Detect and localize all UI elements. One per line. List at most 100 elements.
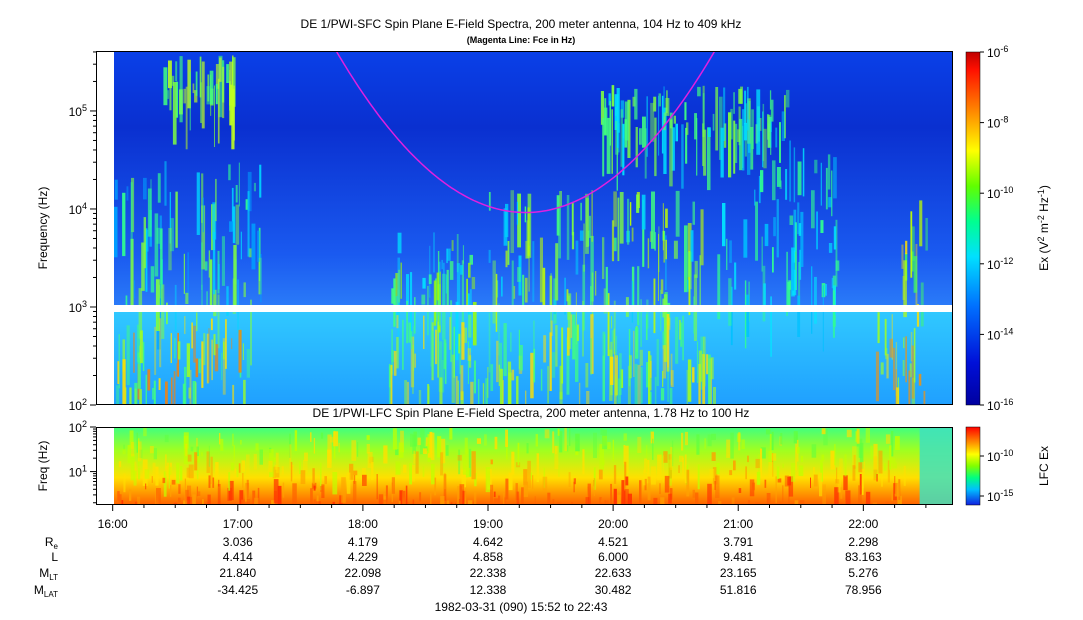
sfc-texture-mark [208,250,211,278]
sfc-texture-mark [139,389,142,405]
lfc-texture-mark [498,495,501,505]
ephemeris-value: 83.163 [845,550,882,564]
sfc-texture-mark [390,364,393,405]
sfc-texture-mark [243,379,246,405]
sfc-texture-mark [728,112,732,178]
sfc-texture-mark [457,380,459,405]
sfc-texture-mark [516,376,519,405]
sfc-texture-mark [179,56,183,123]
lfc-texture-mark [385,485,388,505]
lfc-texture-mark [382,499,387,505]
lfc-texture-mark [810,477,811,488]
lfc-texture-mark [427,453,433,458]
sfc-texture-mark [671,127,675,171]
sfc-texture-mark [910,211,913,278]
time-tick-label: 16:00 [98,517,128,531]
sfc-texture-mark [632,96,636,107]
lfc-texture-mark [259,449,263,465]
lfc-texture-mark [406,502,409,505]
sfc-colorbar [965,51,981,406]
sfc-texture-mark [513,286,516,299]
lfc-texture-mark [290,461,293,482]
sfc-texture-mark [246,349,250,378]
sfc-texture-mark [648,351,651,405]
sfc-texture-mark [126,186,129,201]
lfc-texture-mark [644,458,647,473]
lfc-texture-mark [663,451,668,463]
sfc-texture-mark [615,335,618,358]
sfc-texture-mark [533,348,536,383]
lfc-texture-mark [593,432,597,458]
sfc-texture-mark [552,352,556,378]
sfc-texture-mark [681,124,684,189]
sfc-texture-mark [775,127,778,148]
lfc-texture-mark [729,470,733,476]
sfc-texture-mark [251,223,256,270]
sfc-texture-mark [797,161,802,196]
sfc-texture-mark [215,178,217,222]
ephemeris-value: 6.000 [598,550,628,564]
sfc-texture-mark [232,278,236,314]
lfc-texture-mark [351,440,357,461]
lfc-texture-mark [138,441,142,462]
lfc-texture-mark [493,498,499,505]
sfc-texture-mark [202,197,204,233]
lfc-texture-mark [271,500,275,505]
sfc-texture-mark [458,333,461,354]
sfc-texture-mark [700,209,704,266]
sfc-texture-mark [559,391,563,405]
lfc-texture-mark [876,474,878,482]
ephemeris-value: -34.425 [217,583,258,597]
sfc-texture-mark [925,218,928,251]
sfc-texture-mark [397,257,400,320]
sfc-texture-mark [747,119,751,175]
lfc-texture-mark [575,433,580,452]
sfc-texture-mark [471,277,476,290]
lfc-texture-mark [547,492,551,505]
sfc-texture-mark [811,266,813,334]
sfc-texture-mark [421,294,426,305]
lfc-texture-mark [671,440,674,467]
sfc-texture-mark [238,329,242,373]
lfc-texture-mark [796,433,798,440]
sfc-texture-mark [694,260,698,278]
lfc-texture-mark [239,490,244,505]
sfc-texture-mark [654,232,656,251]
sfc-texture-mark [687,359,692,402]
sfc-texture-mark [247,191,250,257]
lfc-texture-mark [657,454,662,480]
lfc-texture-mark [756,471,761,485]
lfc-texture-mark [820,462,823,482]
sfc-texture-mark [505,250,508,268]
sfc-texture-mark [728,278,732,326]
lfc-texture-mark [530,472,532,480]
sfc-texture-mark [195,382,197,405]
sfc-texture-mark [824,284,827,296]
lfc-texture-mark [431,463,435,485]
sfc-texture-mark [201,284,203,312]
lfc-texture-mark [198,491,201,496]
sfc-texture-mark [217,294,220,349]
lfc-texture-mark [559,431,563,453]
sfc-texture-mark [550,320,553,336]
sfc-texture-mark [572,314,576,360]
sfc-texture-mark [159,318,162,368]
lfc-texture-mark [202,499,204,505]
sfc-texture-mark [611,220,615,262]
sfc-texture-mark [710,357,714,380]
lfc-texture-mark [218,479,220,487]
lfc-texture-mark [378,494,384,505]
sfc-texture-mark [793,209,797,252]
lfc-texture-mark [798,465,804,476]
lfc-texture-mark [133,470,137,486]
sfc-y-tick-label: 105 [69,103,87,119]
sfc-texture-mark [250,299,252,366]
sfc-texture-mark [744,280,747,349]
sfc-colorbar-label: Ex (V2 m-2 Hz-1) [1036,185,1051,271]
sfc-texture-mark [468,262,471,278]
lfc-texture-mark [858,462,863,473]
sfc-texture-mark [590,235,594,302]
lfc-texture-mark [662,455,664,483]
sfc-texture-mark [396,315,399,329]
lfc-texture-mark [839,458,843,473]
